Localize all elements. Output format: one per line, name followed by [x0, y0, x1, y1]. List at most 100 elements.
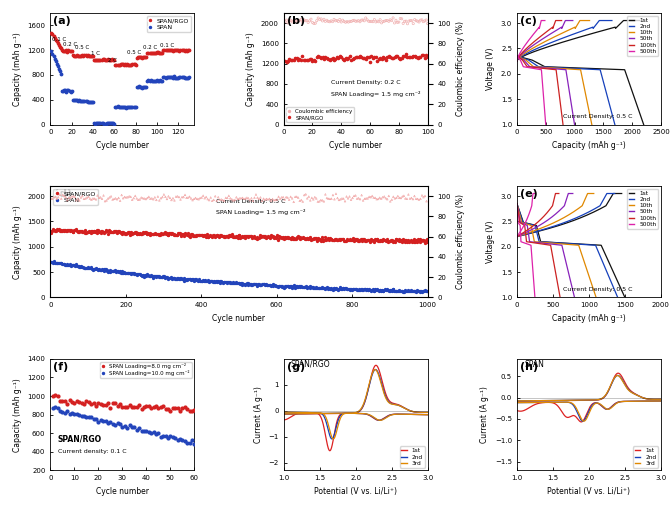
Point	[140, 227, 151, 236]
Point	[353, 17, 364, 25]
Point	[399, 287, 409, 296]
Point	[94, 56, 105, 64]
Point	[386, 17, 397, 25]
Point	[327, 236, 338, 244]
Point	[363, 53, 374, 61]
Point	[295, 233, 305, 241]
Point	[236, 279, 246, 287]
Point	[148, 77, 159, 85]
Point	[401, 194, 412, 203]
Point	[79, 195, 89, 203]
Point	[81, 97, 92, 105]
Point	[231, 279, 242, 287]
Point	[292, 233, 303, 241]
Text: 0.5 C: 0.5 C	[127, 50, 142, 55]
Point	[417, 16, 427, 24]
Point	[156, 229, 166, 237]
Point	[248, 279, 259, 287]
Point	[130, 192, 141, 200]
Point	[249, 233, 260, 241]
Point	[78, 227, 89, 236]
Point	[97, 265, 107, 273]
Point	[170, 434, 180, 442]
Point	[90, 228, 101, 236]
Point	[205, 232, 215, 240]
Point	[236, 281, 247, 289]
Point	[238, 233, 248, 241]
Point	[356, 53, 367, 62]
Point	[119, 422, 130, 431]
Point	[184, 46, 195, 54]
Point	[52, 59, 62, 68]
Point	[109, 195, 119, 203]
X-axis label: Capacity (mAh g⁻¹): Capacity (mAh g⁻¹)	[552, 314, 626, 323]
Point	[124, 192, 135, 201]
Point	[85, 264, 96, 272]
Point	[112, 229, 123, 237]
Point	[106, 119, 117, 127]
Point	[114, 60, 125, 69]
Point	[173, 73, 184, 82]
Point	[124, 421, 135, 430]
Point	[348, 285, 359, 294]
Point	[261, 233, 272, 241]
Point	[150, 272, 160, 280]
Point	[121, 269, 132, 277]
Point	[302, 194, 313, 203]
Point	[246, 281, 256, 289]
Point	[62, 226, 73, 234]
Point	[50, 258, 60, 267]
X-axis label: Cycle number: Cycle number	[96, 141, 149, 150]
Point	[403, 53, 414, 61]
Point	[58, 227, 69, 236]
Point	[59, 226, 70, 234]
Point	[47, 50, 58, 58]
Point	[421, 16, 431, 24]
Point	[128, 194, 139, 202]
Point	[156, 194, 166, 202]
Point	[289, 17, 299, 25]
Point	[99, 267, 109, 275]
Point	[355, 236, 366, 245]
Point	[68, 52, 79, 60]
Point	[139, 403, 150, 412]
Point	[222, 232, 233, 240]
Point	[107, 399, 118, 407]
Point	[150, 230, 161, 238]
Point	[103, 55, 113, 63]
Point	[360, 14, 371, 22]
Point	[193, 277, 203, 285]
Point	[205, 277, 215, 285]
Point	[196, 193, 207, 202]
Point	[256, 233, 266, 241]
Point	[308, 284, 319, 292]
Point	[83, 264, 93, 272]
Point	[400, 194, 411, 203]
Point	[109, 266, 120, 275]
Point	[61, 47, 72, 55]
Point	[204, 278, 215, 286]
Point	[113, 60, 124, 69]
Point	[286, 234, 297, 242]
Point	[146, 230, 157, 238]
Point	[187, 435, 197, 444]
Point	[264, 280, 275, 288]
Point	[134, 424, 144, 432]
Point	[392, 236, 403, 245]
Point	[407, 286, 418, 295]
Point	[394, 286, 405, 295]
Point	[365, 286, 376, 295]
Point	[408, 20, 419, 28]
Text: 2 C: 2 C	[108, 57, 117, 63]
Point	[287, 194, 297, 203]
Point	[179, 47, 190, 55]
Point	[376, 285, 387, 294]
Point	[115, 268, 126, 277]
Point	[137, 271, 148, 280]
Point	[136, 271, 147, 280]
Point	[83, 263, 94, 271]
Point	[172, 192, 183, 201]
Point	[100, 197, 111, 205]
Point	[96, 55, 107, 64]
Point	[293, 17, 303, 25]
